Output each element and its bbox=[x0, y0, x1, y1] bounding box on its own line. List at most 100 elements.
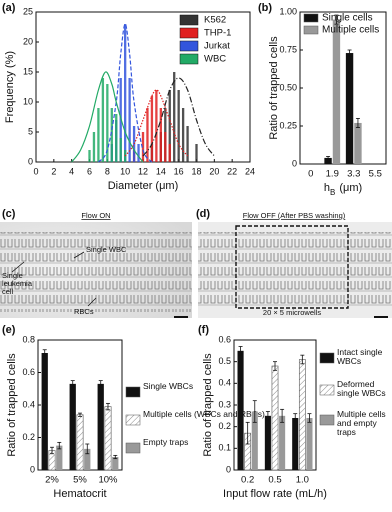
bar bbox=[332, 19, 341, 164]
x-axis-label-text: h bbox=[324, 182, 330, 194]
x-tick-label: 5% bbox=[73, 475, 87, 486]
x-tick-label: 3.3 bbox=[347, 169, 360, 180]
histogram-bar bbox=[146, 108, 149, 162]
bar bbox=[84, 448, 91, 470]
histogram-bar bbox=[168, 90, 171, 162]
annotation: Single WBC bbox=[86, 245, 127, 254]
histogram-bar bbox=[119, 138, 122, 162]
error-bar bbox=[252, 400, 257, 423]
y-tick-label: 0 bbox=[28, 156, 33, 166]
legend-swatch bbox=[319, 352, 335, 364]
bar bbox=[279, 415, 286, 470]
error-bar bbox=[245, 421, 250, 445]
x-tick-label: 2% bbox=[45, 475, 59, 486]
histogram-bar bbox=[132, 126, 136, 162]
error-bar bbox=[98, 380, 103, 388]
histogram-bar bbox=[195, 144, 198, 162]
x-axis-label: hB (μm) bbox=[324, 182, 362, 197]
x-tick-label: 20 bbox=[209, 166, 219, 176]
x-tick-label: 6 bbox=[87, 166, 92, 176]
legend-label: Single WBCs bbox=[143, 382, 194, 391]
error-bar bbox=[300, 354, 305, 365]
legend-label: Multiple cells bbox=[322, 25, 379, 36]
y-tick-label: 0.25 bbox=[279, 120, 297, 130]
histogram-bar bbox=[177, 90, 180, 162]
x-tick-label: 4 bbox=[69, 166, 74, 176]
bar bbox=[264, 415, 271, 470]
error-bar bbox=[307, 413, 312, 423]
bar bbox=[97, 383, 104, 470]
x-tick-label: 8 bbox=[105, 166, 110, 176]
arrow bbox=[73, 251, 85, 259]
panel-label: (f) bbox=[198, 324, 209, 336]
annotation: 20 × 5 microwells bbox=[263, 308, 321, 317]
error-bar bbox=[265, 411, 270, 421]
error-bar bbox=[238, 346, 243, 356]
bar bbox=[306, 418, 313, 470]
error-bar bbox=[57, 441, 62, 450]
y-tick-label: 0.4 bbox=[218, 378, 231, 388]
microwell-array bbox=[198, 232, 392, 308]
y-tick-label: 1.00 bbox=[279, 6, 297, 16]
x-tick-label: 0.5 bbox=[268, 475, 281, 486]
image-title: Flow OFF (After PBS washing) bbox=[243, 211, 346, 220]
y-tick-label: 10 bbox=[23, 96, 33, 106]
legend-label: Multiple cells (WBCs and RBCs) bbox=[143, 410, 265, 419]
y-tick-label: 0.4 bbox=[22, 399, 35, 409]
y-tick-label: 15 bbox=[23, 66, 33, 76]
y-tick-label: 5 bbox=[28, 126, 33, 136]
arrow bbox=[11, 261, 25, 273]
y-tick-label: 0 bbox=[292, 158, 297, 168]
y-tick-label: 0.5 bbox=[218, 356, 231, 366]
panel-label: (b) bbox=[258, 2, 272, 14]
legend-swatch bbox=[179, 53, 199, 65]
annotation-box: Single leukemia cell bbox=[2, 272, 33, 296]
bar bbox=[69, 383, 76, 470]
y-tick-label: 0.1 bbox=[218, 443, 231, 453]
y-axis-label: Ratio of trapped cells bbox=[6, 353, 18, 457]
histogram-bar bbox=[173, 72, 176, 162]
y-axis-label: Ratio of trapped cells bbox=[202, 353, 214, 457]
y-tick-label: 20 bbox=[23, 36, 33, 46]
bar bbox=[324, 157, 332, 164]
x-tick-label: 2 bbox=[51, 166, 56, 176]
x-axis-label: Diameter (μm) bbox=[108, 180, 179, 192]
bar bbox=[271, 365, 279, 471]
x-tick-label: 12 bbox=[138, 166, 148, 176]
histogram-bar bbox=[88, 150, 91, 162]
error-bar bbox=[70, 380, 75, 388]
x-tick-label: 16 bbox=[174, 166, 184, 176]
legend-label: Jurkat bbox=[204, 41, 230, 52]
y-tick-label: 0.75 bbox=[279, 44, 297, 54]
legend-label: Single cells bbox=[322, 13, 373, 24]
x-axis-label-text: Input flow rate (mL/h) bbox=[223, 488, 327, 500]
annotation: Single leukemia cell bbox=[2, 272, 33, 296]
x-tick-label: 18 bbox=[191, 166, 201, 176]
error-bar bbox=[50, 446, 54, 455]
histogram-bar bbox=[186, 126, 189, 162]
x-tick-label: 0.2 bbox=[241, 475, 254, 486]
error-bar bbox=[106, 402, 110, 411]
bar bbox=[56, 445, 63, 470]
y-tick-label: 0.2 bbox=[22, 432, 35, 442]
legend-swatch bbox=[125, 442, 141, 454]
x-tick-label: 5.5 bbox=[369, 169, 382, 180]
histogram-bar bbox=[168, 144, 171, 162]
fit-curve bbox=[124, 89, 189, 157]
legend-swatch bbox=[125, 414, 141, 426]
x-axis-label: Hematocrit bbox=[53, 488, 106, 500]
legend-swatch bbox=[125, 386, 141, 398]
image-panel-c: (c) Flow ON Single WBC Single leukemia c… bbox=[0, 208, 192, 318]
x-axis-label: Input flow rate (mL/h) bbox=[223, 488, 327, 500]
x-tick-label: 24 bbox=[245, 166, 255, 176]
selection-box bbox=[235, 225, 349, 309]
arrow bbox=[87, 297, 97, 307]
y-tick-label: 25 bbox=[23, 6, 33, 16]
panel-label: (e) bbox=[2, 324, 16, 336]
error-bar bbox=[326, 155, 331, 160]
histogram-bar bbox=[181, 108, 185, 162]
legend-label: THP-1 bbox=[204, 28, 231, 39]
legend-label: Empty traps bbox=[143, 438, 189, 447]
